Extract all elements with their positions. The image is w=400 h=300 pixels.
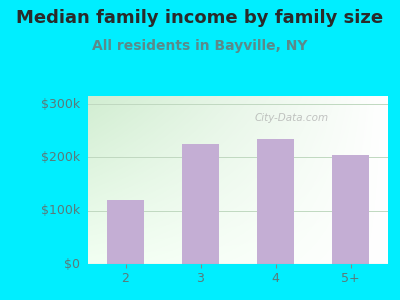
Bar [182, 144, 219, 264]
Text: $200k: $200k [41, 151, 80, 164]
Text: $100k: $100k [41, 204, 80, 217]
Text: All residents in Bayville, NY: All residents in Bayville, NY [92, 39, 308, 53]
Text: City-Data.com: City-Data.com [255, 113, 329, 123]
Bar [107, 200, 144, 264]
Bar [257, 139, 294, 264]
Bar [332, 155, 369, 264]
Text: $0: $0 [64, 257, 80, 271]
Text: Median family income by family size: Median family income by family size [16, 9, 384, 27]
Text: $300k: $300k [41, 98, 80, 110]
